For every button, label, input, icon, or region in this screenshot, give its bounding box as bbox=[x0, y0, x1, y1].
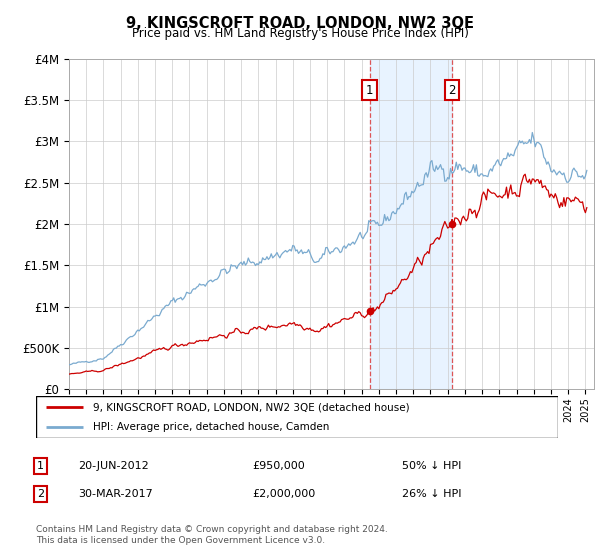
Text: HPI: Average price, detached house, Camden: HPI: Average price, detached house, Camd… bbox=[94, 422, 330, 432]
Text: 1: 1 bbox=[366, 83, 373, 97]
Bar bbox=[370, 59, 452, 389]
Text: Price paid vs. HM Land Registry's House Price Index (HPI): Price paid vs. HM Land Registry's House … bbox=[131, 27, 469, 40]
Text: 1: 1 bbox=[37, 461, 44, 471]
Text: 9, KINGSCROFT ROAD, LONDON, NW2 3QE: 9, KINGSCROFT ROAD, LONDON, NW2 3QE bbox=[126, 16, 474, 31]
Text: 9, KINGSCROFT ROAD, LONDON, NW2 3QE (detached house): 9, KINGSCROFT ROAD, LONDON, NW2 3QE (det… bbox=[94, 402, 410, 412]
Text: Contains HM Land Registry data © Crown copyright and database right 2024.
This d: Contains HM Land Registry data © Crown c… bbox=[36, 525, 388, 545]
Text: £950,000: £950,000 bbox=[252, 461, 305, 471]
Text: 2: 2 bbox=[37, 489, 44, 499]
Text: 26% ↓ HPI: 26% ↓ HPI bbox=[402, 489, 461, 499]
Text: 50% ↓ HPI: 50% ↓ HPI bbox=[402, 461, 461, 471]
Text: £2,000,000: £2,000,000 bbox=[252, 489, 315, 499]
Text: 20-JUN-2012: 20-JUN-2012 bbox=[78, 461, 149, 471]
Text: 30-MAR-2017: 30-MAR-2017 bbox=[78, 489, 153, 499]
Text: 2: 2 bbox=[448, 83, 456, 97]
